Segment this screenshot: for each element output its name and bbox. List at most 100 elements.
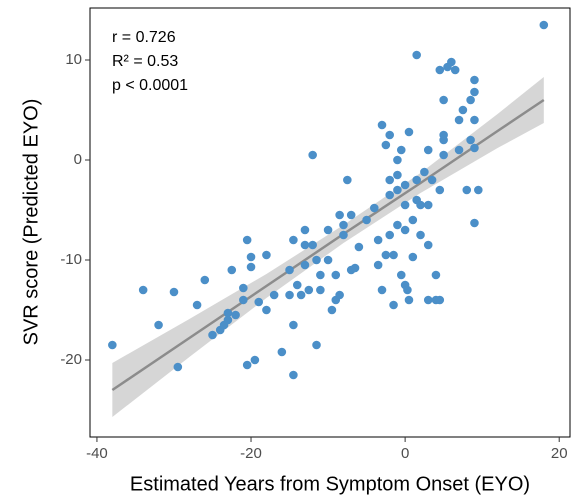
point bbox=[396, 270, 406, 280]
x-tick-label: -20 bbox=[240, 445, 262, 462]
point bbox=[254, 297, 264, 307]
y-tick-label: 0 bbox=[74, 151, 82, 168]
point bbox=[304, 285, 314, 295]
y-tick-label: -10 bbox=[60, 251, 82, 268]
point bbox=[470, 75, 479, 85]
point bbox=[400, 180, 410, 190]
point bbox=[393, 220, 402, 230]
point bbox=[362, 215, 371, 225]
point bbox=[250, 355, 260, 365]
point bbox=[435, 295, 445, 305]
point bbox=[439, 130, 448, 140]
point bbox=[154, 320, 163, 330]
point bbox=[316, 270, 325, 280]
point bbox=[373, 260, 383, 270]
point bbox=[350, 263, 360, 273]
point bbox=[223, 308, 233, 318]
point bbox=[431, 270, 441, 280]
point bbox=[269, 290, 279, 300]
point bbox=[408, 252, 418, 262]
point bbox=[404, 127, 414, 137]
point bbox=[242, 235, 252, 245]
point bbox=[423, 240, 433, 250]
point bbox=[427, 175, 437, 185]
point bbox=[308, 240, 317, 250]
point bbox=[439, 150, 448, 160]
point bbox=[412, 175, 421, 185]
point bbox=[396, 145, 406, 155]
point bbox=[285, 265, 294, 275]
point bbox=[389, 300, 398, 310]
point bbox=[423, 200, 433, 210]
point bbox=[242, 360, 252, 370]
point bbox=[373, 235, 383, 245]
point bbox=[412, 50, 421, 60]
y-tick-label: -20 bbox=[60, 351, 82, 368]
point bbox=[343, 175, 352, 185]
point bbox=[370, 203, 379, 213]
point bbox=[381, 250, 391, 260]
point bbox=[227, 265, 237, 275]
point bbox=[474, 185, 483, 195]
point bbox=[285, 290, 294, 300]
point bbox=[246, 252, 256, 262]
y-tick-label: 10 bbox=[65, 51, 82, 68]
point bbox=[339, 230, 348, 240]
point bbox=[300, 240, 310, 250]
point bbox=[308, 150, 317, 160]
y-axis-title: SVR score (Predicted EYO) bbox=[20, 99, 42, 346]
annotation: R² = 0.53 bbox=[112, 53, 178, 70]
point bbox=[423, 295, 433, 305]
point bbox=[377, 285, 387, 295]
point bbox=[327, 305, 337, 315]
point bbox=[393, 185, 402, 195]
point bbox=[423, 145, 433, 155]
point bbox=[470, 115, 479, 125]
point bbox=[262, 250, 271, 260]
point bbox=[416, 200, 425, 210]
point bbox=[323, 225, 333, 235]
point bbox=[539, 20, 549, 30]
x-tick-label: 20 bbox=[551, 445, 568, 462]
point bbox=[246, 262, 256, 272]
point bbox=[470, 218, 479, 228]
point bbox=[466, 135, 475, 145]
point bbox=[192, 300, 202, 310]
point bbox=[393, 170, 402, 180]
point bbox=[223, 315, 233, 325]
point bbox=[377, 120, 387, 130]
point bbox=[454, 145, 464, 155]
annotation: p < 0.0001 bbox=[112, 77, 188, 94]
point bbox=[385, 130, 395, 140]
point bbox=[323, 255, 333, 265]
point bbox=[239, 295, 248, 305]
point bbox=[381, 140, 391, 150]
point bbox=[339, 220, 348, 230]
point bbox=[289, 235, 298, 245]
point bbox=[462, 185, 472, 195]
point bbox=[416, 230, 425, 240]
x-tick-label: 0 bbox=[401, 445, 409, 462]
x-axis-title: Estimated Years from Symptom Onset (EYO) bbox=[130, 473, 530, 495]
point bbox=[331, 270, 341, 280]
point bbox=[169, 287, 179, 297]
point bbox=[312, 340, 321, 350]
point bbox=[435, 65, 445, 75]
point bbox=[200, 275, 210, 285]
point bbox=[262, 305, 271, 315]
point bbox=[393, 155, 402, 165]
point bbox=[385, 175, 395, 185]
point bbox=[335, 290, 344, 300]
point bbox=[108, 340, 117, 350]
point bbox=[447, 57, 456, 67]
point bbox=[296, 290, 306, 300]
point bbox=[239, 283, 248, 293]
point bbox=[300, 225, 310, 235]
point bbox=[450, 65, 460, 75]
point bbox=[439, 95, 448, 105]
point bbox=[400, 200, 410, 210]
point bbox=[289, 320, 298, 330]
point bbox=[466, 95, 475, 105]
point bbox=[138, 285, 148, 295]
